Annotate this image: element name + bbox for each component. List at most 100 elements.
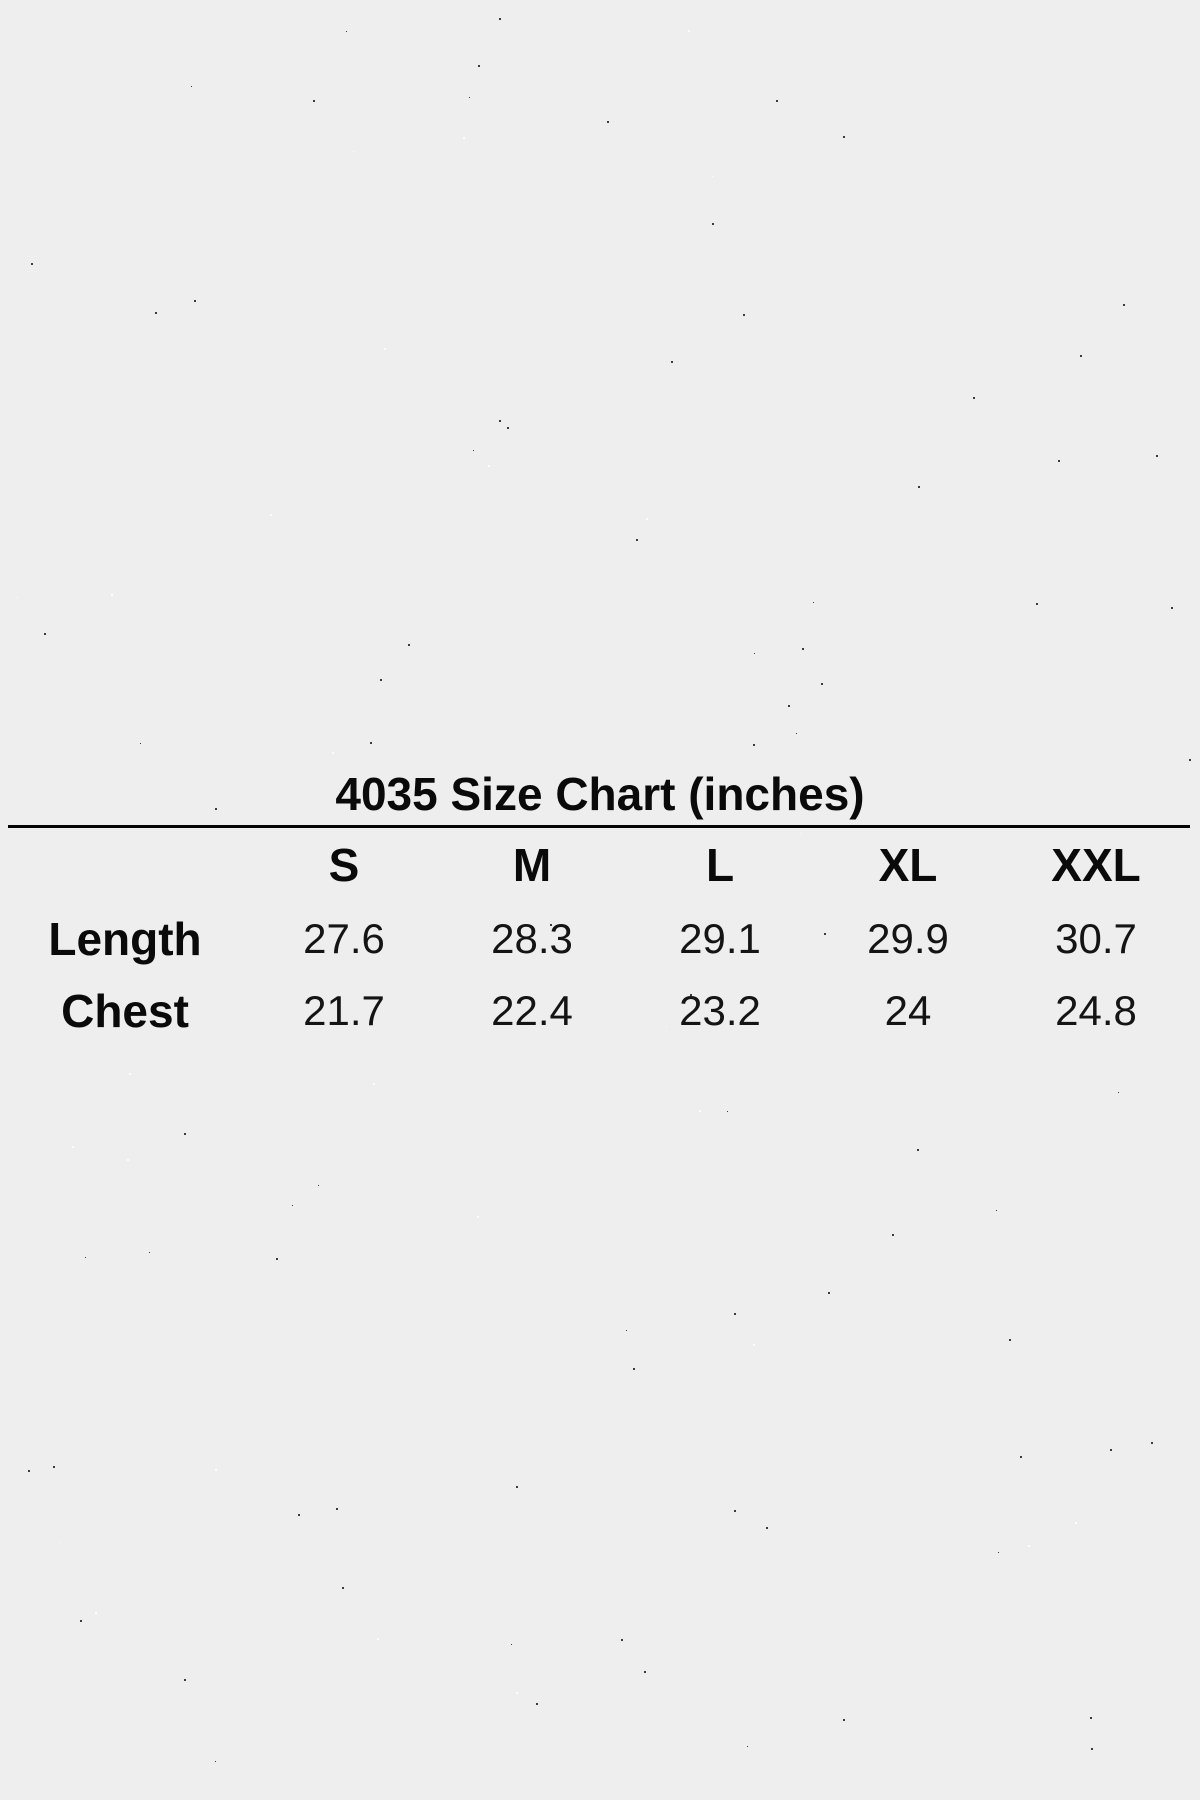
cell-chest-xxl: 24.8	[1055, 987, 1137, 1034]
noise-speck	[184, 1679, 186, 1681]
noise-speck	[1118, 1092, 1119, 1093]
noise-speck	[270, 514, 272, 516]
cell-chest-xl: 24	[884, 987, 932, 1034]
size-chart-grid: S M L XL XXL Length 27.6 28.3 29.1 29.9 …	[0, 828, 1190, 1046]
noise-speck	[31, 263, 33, 265]
noise-speck	[802, 648, 804, 650]
noise-speck	[194, 300, 196, 302]
noise-speck	[996, 1210, 997, 1211]
noise-speck	[800, 833, 801, 834]
noise-speck	[499, 18, 501, 20]
noise-speck	[1036, 603, 1038, 605]
noise-speck	[796, 733, 797, 734]
noise-speck	[734, 1510, 736, 1512]
noise-speck	[671, 361, 673, 363]
noise-speck	[140, 743, 141, 744]
noise-speck	[621, 1639, 623, 1641]
noise-speck	[463, 137, 465, 139]
noise-speck	[646, 518, 648, 520]
noise-speck	[747, 1746, 748, 1747]
noise-speck	[727, 1111, 728, 1112]
noise-speck	[824, 933, 826, 935]
noise-speck	[776, 100, 778, 102]
noise-speck	[95, 1612, 97, 1614]
noise-speck	[754, 653, 755, 654]
noise-speck	[408, 644, 410, 646]
noise-speck	[16, 597, 17, 598]
noise-speck	[843, 136, 845, 138]
noise-speck	[1123, 304, 1125, 306]
noise-speck	[788, 705, 790, 707]
noise-speck	[191, 86, 192, 87]
noise-speck	[80, 1620, 82, 1622]
noise-speck	[215, 1469, 217, 1471]
noise-speck	[377, 1638, 379, 1640]
noise-speck	[336, 1508, 338, 1510]
noise-speck	[318, 1185, 319, 1186]
noise-speck	[85, 1257, 86, 1258]
cell-chest-m: 22.4	[491, 987, 573, 1034]
noise-speck	[699, 1110, 701, 1112]
noise-speck	[384, 348, 386, 350]
noise-speck	[44, 633, 46, 635]
noise-speck	[1020, 1456, 1022, 1458]
noise-speck	[666, 1026, 667, 1027]
corner-cell	[0, 828, 250, 902]
noise-speck	[28, 1470, 30, 1472]
noise-speck	[892, 1234, 894, 1236]
noise-speck	[712, 176, 713, 177]
cell-length-m: 28.3	[491, 915, 573, 962]
column-header-xxl: XXL	[1051, 839, 1141, 891]
noise-speck	[712, 223, 714, 225]
noise-speck	[633, 1368, 635, 1370]
noise-speck	[129, 1073, 131, 1075]
row-label-chest: Chest	[61, 985, 189, 1037]
noise-speck	[507, 427, 509, 429]
noise-speck	[1091, 1748, 1093, 1750]
noise-speck	[766, 1527, 768, 1529]
noise-speck	[550, 924, 552, 926]
noise-speck	[488, 465, 490, 467]
cell-chest-l: 23.2	[679, 987, 761, 1034]
noise-speck	[1090, 1717, 1092, 1719]
column-header-l: L	[705, 839, 735, 891]
noise-speck	[298, 1514, 300, 1516]
noise-speck	[1151, 1442, 1153, 1444]
column-header-m: M	[512, 839, 552, 891]
column-header-s: S	[328, 839, 360, 891]
noise-speck	[469, 97, 470, 98]
noise-speck	[60, 1542, 61, 1543]
noise-speck	[1171, 607, 1173, 609]
noise-speck	[353, 151, 354, 152]
noise-speck	[346, 31, 347, 32]
noise-speck	[828, 1292, 830, 1294]
noise-speck	[184, 1133, 186, 1135]
noise-speck	[1075, 1522, 1077, 1524]
noise-speck	[292, 1205, 293, 1206]
noise-speck	[511, 1644, 512, 1645]
noise-speck	[1080, 355, 1082, 357]
noise-speck	[313, 100, 315, 102]
noise-speck	[499, 420, 501, 422]
noise-speck	[478, 65, 480, 67]
noise-speck	[690, 994, 692, 996]
cell-chest-s: 21.7	[303, 987, 385, 1034]
noise-speck	[636, 539, 638, 541]
noise-speck	[973, 397, 975, 399]
cell-length-s: 27.6	[303, 915, 385, 962]
noise-speck	[998, 1552, 999, 1553]
noise-speck	[1110, 1449, 1112, 1451]
noise-speck	[373, 1083, 375, 1085]
cell-length-xxl: 30.7	[1055, 915, 1137, 962]
noise-speck	[626, 1330, 627, 1331]
noise-speck	[644, 1671, 646, 1673]
row-label-length: Length	[48, 913, 202, 965]
noise-speck	[516, 1486, 518, 1488]
size-chart-title: 4035 Size Chart (inches)	[335, 768, 865, 820]
noise-speck	[276, 1258, 278, 1260]
noise-speck	[1156, 455, 1158, 457]
noise-speck	[477, 1216, 479, 1218]
noise-speck	[53, 1466, 55, 1468]
cell-length-l: 29.1	[679, 915, 761, 962]
